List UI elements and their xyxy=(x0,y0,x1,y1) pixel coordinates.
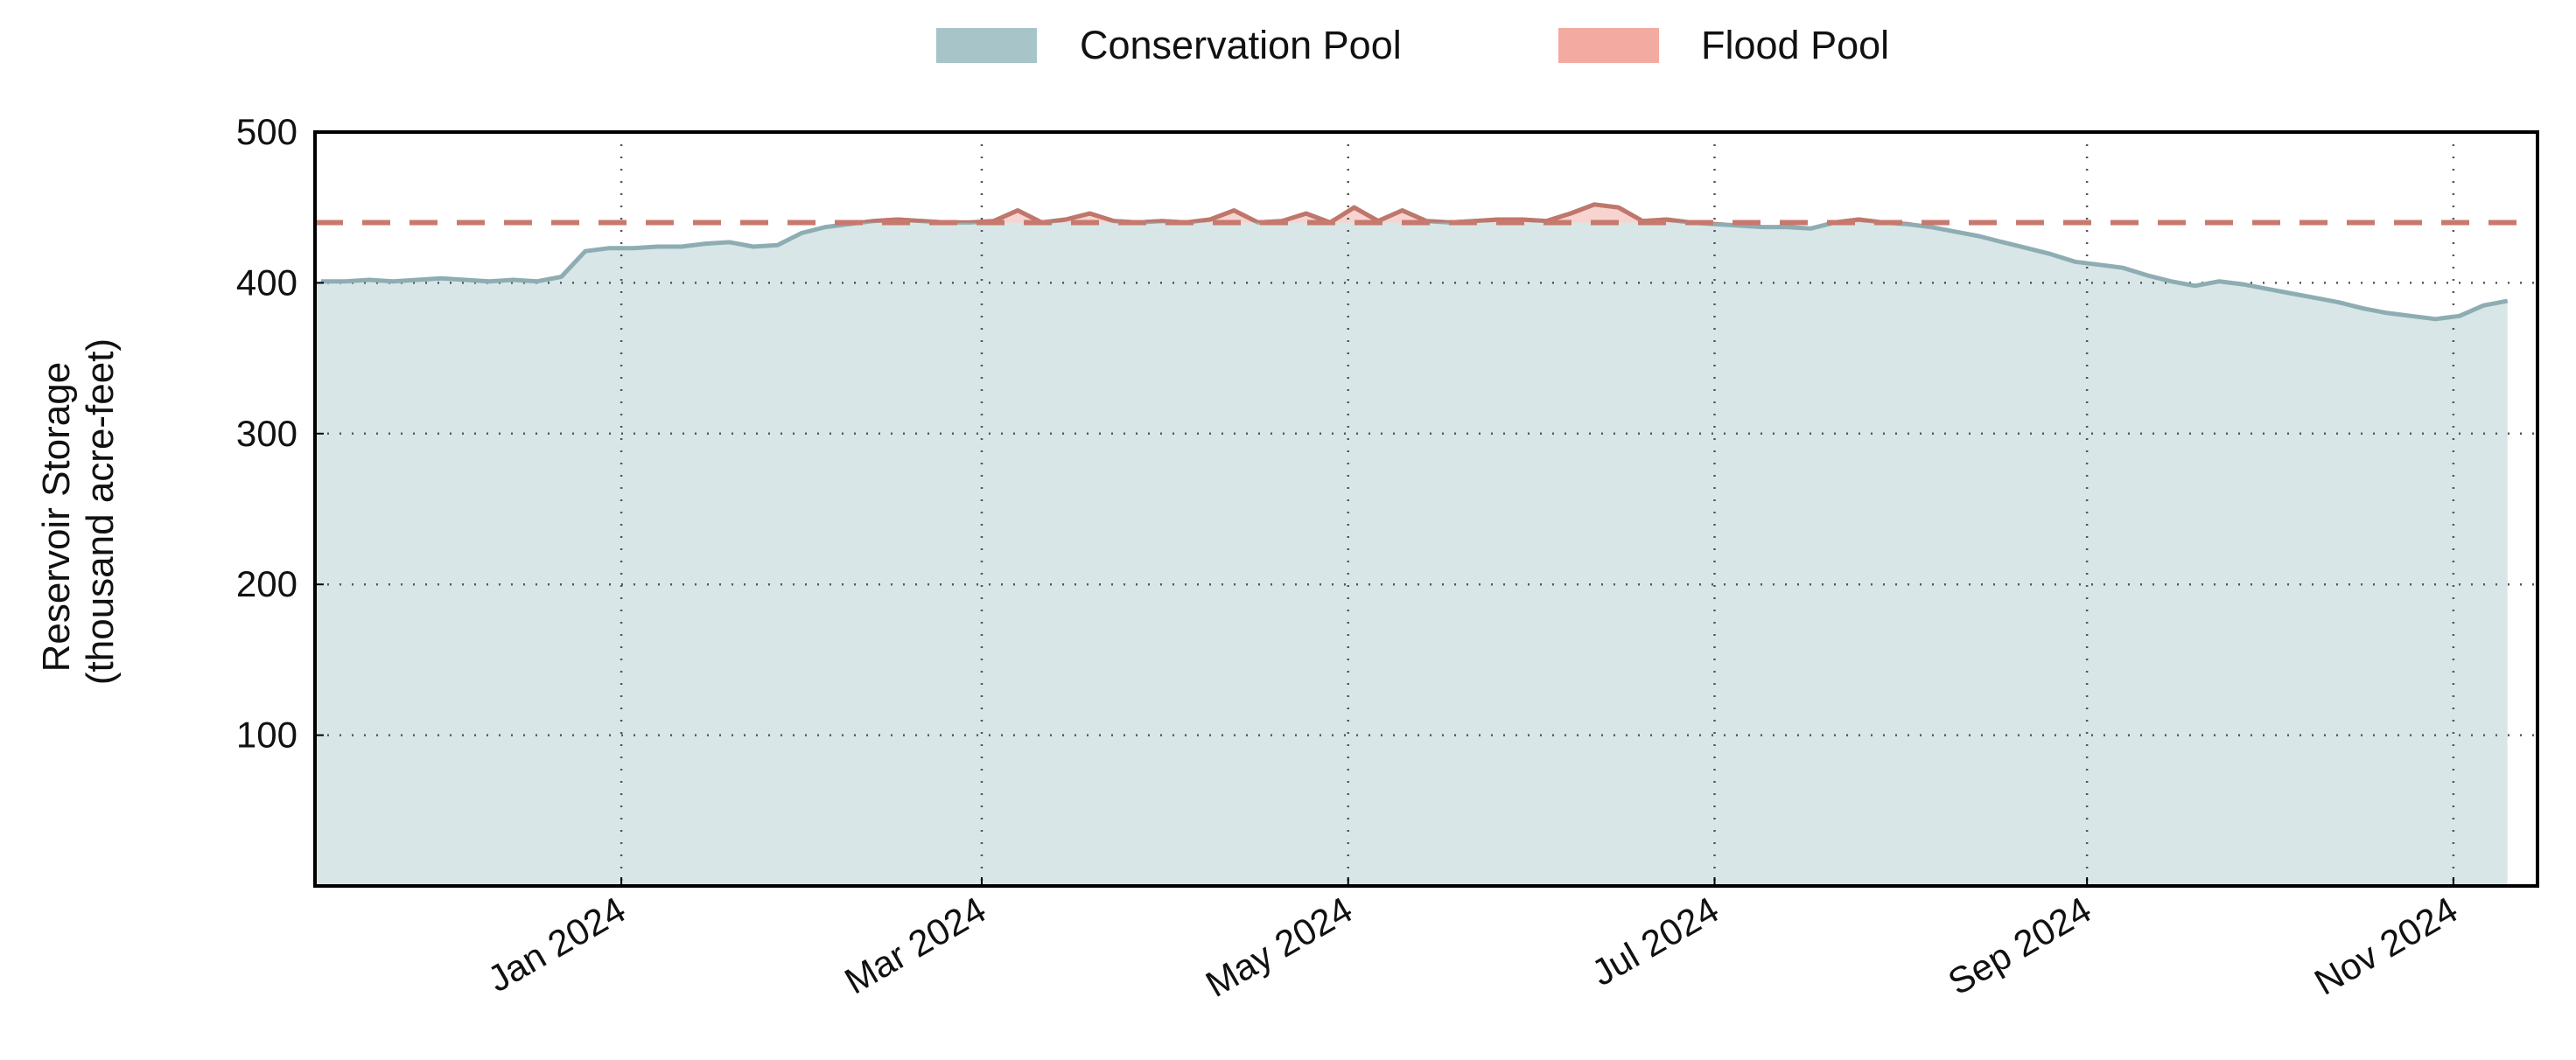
y-axis-label-line1: Reservoir Storage xyxy=(35,362,78,673)
y-tick-label: 400 xyxy=(236,262,298,303)
plot-content xyxy=(315,132,2538,886)
y-axis: 100 200 300 400 500 xyxy=(236,111,324,756)
x-axis: Jan 2024 Mar 2024 May 2024 Jul 2024 Sep 2024… xyxy=(480,877,2464,1005)
y-axis-label-line2: (thousand acre-feet) xyxy=(79,338,122,685)
y-tick-label: 100 xyxy=(236,715,298,756)
legend-swatch-flood xyxy=(1558,28,1659,63)
plot-frame xyxy=(313,130,2539,888)
legend-swatch-conservation xyxy=(936,28,1037,63)
x-tick-label: Jul 2024 xyxy=(1585,889,1726,994)
x-tick-label: Sep 2024 xyxy=(1941,889,2097,1003)
y-tick-label: 500 xyxy=(236,111,298,152)
legend-label-flood: Flood Pool xyxy=(1701,23,1889,67)
y-tick-label: 200 xyxy=(236,563,298,604)
flood-storage-line xyxy=(844,202,1913,223)
conservation-pool-area xyxy=(315,222,2508,886)
flood-pool-area xyxy=(861,204,1884,223)
legend: Conservation Pool Flood Pool xyxy=(936,23,1889,67)
x-tick-label: Mar 2024 xyxy=(837,889,992,1001)
x-tick-label: May 2024 xyxy=(1199,889,1359,1005)
legend-label-conservation: Conservation Pool xyxy=(1080,23,1402,67)
y-tick-label: 300 xyxy=(236,413,298,454)
x-tick-label: Nov 2024 xyxy=(2307,889,2464,1003)
x-tick-label: Jan 2024 xyxy=(480,889,632,1000)
y-axis-label: Reservoir Storage (thousand acre-feet) xyxy=(35,338,122,685)
plot-area xyxy=(315,132,2538,886)
